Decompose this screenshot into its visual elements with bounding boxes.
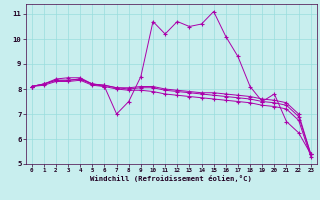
X-axis label: Windchill (Refroidissement éolien,°C): Windchill (Refroidissement éolien,°C) — [90, 175, 252, 182]
